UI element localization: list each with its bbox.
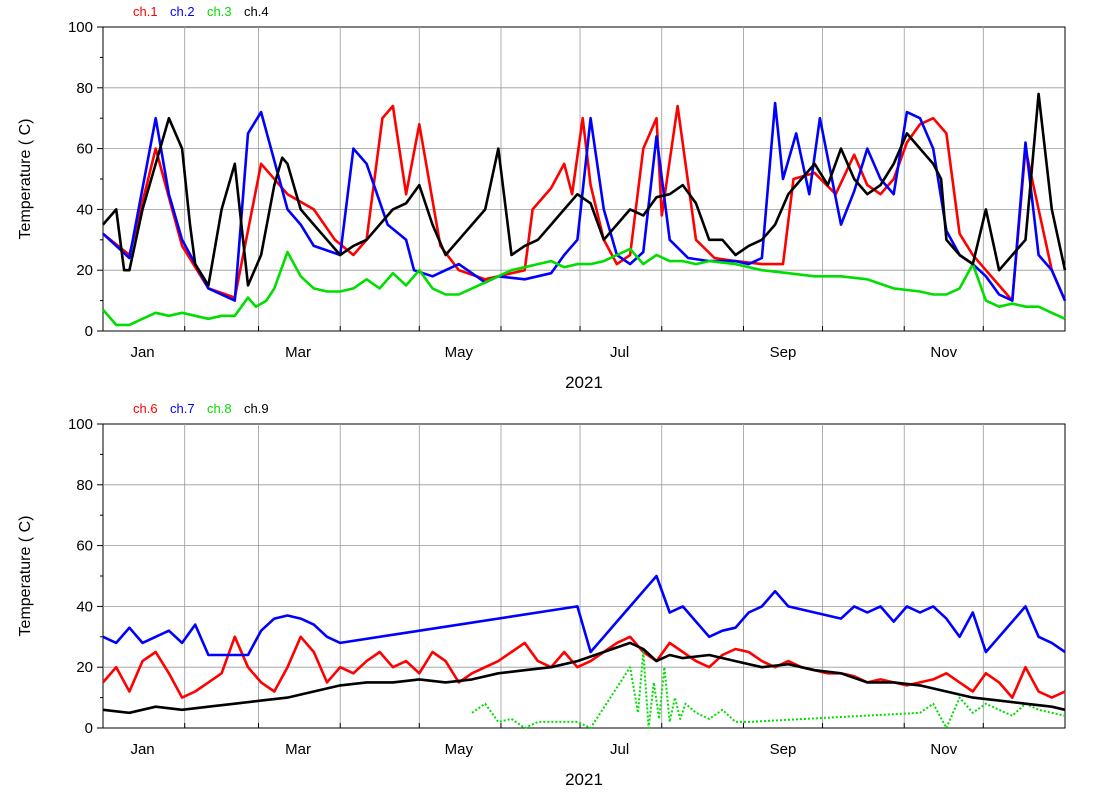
y-tick-label: 0: [85, 323, 93, 340]
series-line-ch4: [102, 92, 1067, 287]
x-tick-label: Jul: [610, 344, 629, 361]
legend-entry-ch9: ch.9: [244, 401, 269, 416]
x-tick-label: Mar: [285, 741, 311, 758]
y-axis-label: Temperature ( C): [17, 119, 34, 240]
legend-entry-ch1: ch.1: [133, 4, 158, 19]
y-tick-label: 100: [68, 19, 93, 36]
legend-entry-ch2: ch.2: [170, 4, 195, 19]
series-line-ch2: [102, 101, 1067, 302]
series-line-ch8: [471, 651, 1066, 729]
y-tick-label: 80: [76, 80, 93, 97]
x-tick-label: Nov: [930, 344, 957, 361]
y-tick-label: 0: [85, 720, 93, 737]
series-line-ch3: [102, 247, 1066, 327]
y-tick-label: 100: [68, 416, 93, 433]
x-axis-label: 2021: [565, 770, 603, 789]
series-line-ch7: [102, 574, 1066, 657]
y-tick-label: 40: [76, 201, 93, 218]
plot-frame-2: [102, 423, 1066, 729]
series-line-ch9: [102, 641, 1066, 715]
y-tick-label: 60: [76, 141, 93, 158]
x-tick-label: May: [445, 344, 474, 361]
y-tick-label: 20: [76, 262, 93, 279]
legend-entry-ch3: ch.3: [207, 4, 232, 19]
legend-entry-ch6: ch.6: [133, 401, 158, 416]
x-tick-label: Jan: [130, 344, 154, 361]
y-tick-label: 80: [76, 477, 93, 494]
x-tick-label: Jul: [610, 741, 629, 758]
x-tick-label: Nov: [930, 741, 957, 758]
y-tick-label: 20: [76, 659, 93, 676]
x-tick-label: Mar: [285, 344, 311, 361]
x-tick-label: Sep: [770, 741, 797, 758]
y-axis-label: Temperature ( C): [17, 516, 34, 637]
x-tick-label: May: [445, 741, 474, 758]
legend-entry-ch8: ch.8: [207, 401, 232, 416]
y-tick-label: 40: [76, 598, 93, 615]
x-tick-label: Jan: [130, 741, 154, 758]
x-axis-label: 2021: [565, 373, 603, 392]
y-tick-label: 60: [76, 538, 93, 555]
legend-entry-ch4: ch.4: [244, 4, 269, 19]
legend-entry-ch7: ch.7: [170, 401, 195, 416]
x-tick-label: Sep: [770, 344, 797, 361]
